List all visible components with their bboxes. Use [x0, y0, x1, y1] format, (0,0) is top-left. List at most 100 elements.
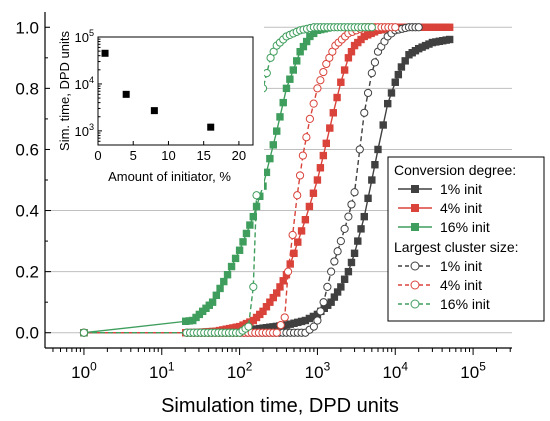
data-point	[350, 249, 359, 258]
data-point	[279, 277, 287, 285]
data-point	[316, 307, 325, 316]
data-point	[294, 238, 302, 246]
inset-data-point	[101, 49, 109, 57]
data-point	[336, 236, 345, 246]
legend-swatch-marker	[410, 261, 420, 271]
legend-swatch-marker	[410, 280, 420, 290]
y-tick-label: 0.4	[15, 202, 39, 221]
data-point	[272, 328, 281, 337]
legend-label: 1% init	[440, 258, 482, 274]
inset-y-tick-label: 103	[74, 122, 94, 139]
data-point	[276, 320, 285, 330]
data-point	[350, 188, 359, 197]
legend-label: 16% init	[440, 219, 490, 235]
data-point	[309, 322, 318, 331]
legend-entry: 16% init	[398, 219, 490, 235]
y-tick-label: 0.6	[15, 140, 39, 159]
data-point	[295, 171, 305, 180]
data-point	[363, 88, 373, 98]
data-point	[223, 270, 232, 279]
data-point	[387, 89, 396, 97]
data-point	[344, 212, 353, 221]
data-point	[323, 282, 332, 292]
data-point	[397, 63, 406, 71]
inset-x-tick-label: 0	[94, 148, 101, 163]
x-tick-label: 103	[305, 359, 331, 382]
data-point	[367, 68, 376, 78]
inset-data-point	[207, 123, 215, 131]
data-point	[235, 246, 244, 254]
data-point	[370, 58, 380, 67]
data-point	[301, 216, 310, 224]
data-point	[273, 127, 281, 135]
data-point	[276, 113, 284, 121]
data-point	[401, 57, 409, 65]
data-point	[327, 267, 336, 276]
x-tick-label: 102	[227, 359, 253, 382]
inset-y-tick-label: 105	[74, 28, 94, 45]
data-point	[319, 151, 328, 160]
data-point	[322, 139, 330, 148]
data-point	[286, 75, 294, 83]
legend-box	[387, 156, 545, 322]
inset-y-tick-label: 104	[74, 75, 94, 92]
legend-entry: 1% init	[398, 258, 482, 274]
data-point	[360, 108, 369, 117]
data-point	[319, 67, 328, 77]
data-point	[208, 298, 217, 306]
data-point	[279, 98, 287, 107]
x-axis-label: Simulation time, DPD units	[161, 395, 399, 417]
data-point	[347, 200, 356, 209]
legend-label: 4% init	[440, 200, 482, 216]
data-point	[330, 257, 339, 266]
data-point	[313, 84, 322, 93]
inset-y-axis-label: Sim. time, DPD units	[57, 31, 72, 151]
data-point	[290, 249, 298, 258]
x-tick-label: 101	[149, 359, 175, 382]
data-point	[266, 154, 274, 163]
data-point	[288, 230, 297, 240]
legend-label: 4% init	[440, 277, 482, 293]
legend: Conversion degree: Largest cluster size: 1…	[387, 156, 545, 322]
y-tick-label: 0.2	[15, 263, 39, 282]
data-point	[313, 176, 322, 184]
data-point	[242, 229, 251, 238]
legend-entry: 1% init	[398, 181, 482, 197]
data-point	[368, 176, 376, 184]
data-point	[344, 54, 353, 62]
inset-data-point	[122, 90, 130, 98]
data-point	[262, 168, 271, 177]
inset-x-tick-label: 15	[196, 148, 210, 163]
data-point	[329, 109, 338, 117]
data-point	[445, 35, 454, 44]
x-tick-label: 105	[460, 359, 486, 382]
data-point	[302, 133, 311, 142]
data-point	[239, 238, 247, 246]
inset-background	[50, 16, 264, 190]
data-point	[79, 328, 89, 337]
y-tick-label: 0.0	[15, 324, 39, 343]
legend-swatch-marker	[411, 204, 419, 212]
data-point	[244, 322, 253, 331]
legend-entry: 4% init	[398, 200, 482, 216]
data-point	[246, 221, 254, 229]
legend-title-conversion: Conversion degree:	[394, 162, 516, 178]
data-point	[367, 23, 376, 32]
data-point	[280, 313, 289, 322]
series-cluster-16-init	[79, 23, 376, 337]
data-point	[227, 262, 236, 271]
data-point	[305, 202, 314, 211]
inset-chart: 0 5 10 15 20 103 104 105 Amount of initiator, % S…	[50, 16, 264, 190]
data-point	[249, 212, 258, 221]
data-point	[297, 227, 306, 235]
data-point	[337, 283, 345, 291]
data-point	[220, 277, 228, 286]
inset-data-point	[150, 107, 158, 115]
data-point	[326, 124, 334, 132]
data-point	[305, 114, 314, 124]
data-point	[340, 66, 349, 74]
data-point	[384, 99, 392, 108]
